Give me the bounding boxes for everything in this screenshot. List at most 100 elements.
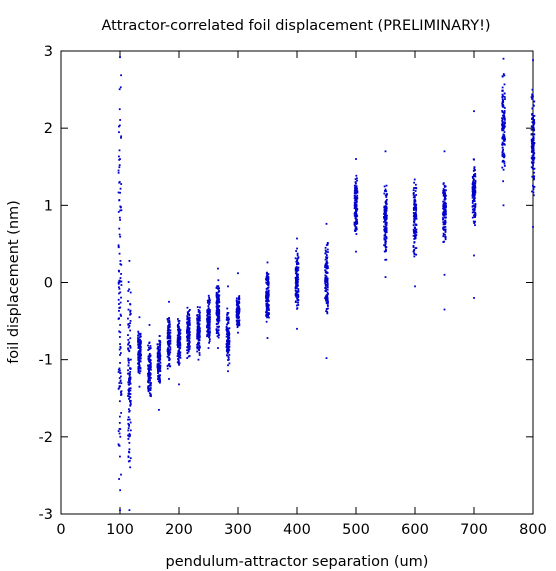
data-point [226,345,229,348]
data-point [532,176,535,179]
data-point [149,366,152,369]
data-point [531,113,533,115]
data-point [296,252,299,255]
data-point [167,353,170,356]
data-point [324,252,327,255]
data-point [325,222,328,225]
data-point [474,224,476,226]
data-point [207,294,210,297]
data-point [474,179,477,182]
data-point [148,342,151,345]
data-point [226,317,229,320]
data-point [236,312,239,315]
data-point [119,291,122,294]
data-point [127,460,130,463]
data-point [501,117,503,120]
data-point [502,101,505,104]
data-point [119,375,122,378]
data-point [354,230,357,232]
data-point [445,202,447,205]
data-point [503,139,506,142]
data-point [157,356,160,359]
data-point [474,211,477,214]
data-point [158,342,161,345]
data-point [227,344,230,347]
data-point [167,348,170,350]
data-point [412,246,415,248]
data-point [179,341,182,344]
data-point [532,159,535,162]
data-point [228,349,231,352]
data-point [353,189,356,192]
data-point [267,303,270,306]
data-point [127,434,130,437]
data-point [196,306,199,308]
data-point [414,199,417,202]
data-point [207,310,210,313]
data-point [138,385,141,388]
data-point [178,335,181,338]
data-point [215,286,218,289]
data-point [227,285,229,288]
data-point [383,192,386,195]
data-point [501,111,504,113]
data-point [199,306,201,309]
data-point [531,94,534,97]
data-point [532,125,534,128]
data-point [157,349,160,351]
data-point [118,287,121,290]
data-point [209,330,211,333]
data-point [148,348,151,351]
data-point [326,279,329,282]
data-point [354,192,357,195]
data-point [149,363,152,366]
data-point [442,205,445,208]
data-point [166,355,169,358]
data-point [216,314,218,316]
data-point [118,88,121,91]
data-point [355,174,358,177]
data-point [444,223,446,225]
data-point [473,158,475,161]
data-point [442,223,445,226]
data-point [218,298,220,301]
data-point [385,190,388,193]
data-point [118,149,121,152]
data-point [503,83,506,86]
data-point [167,320,169,323]
data-point [128,424,130,427]
data-point [216,325,219,328]
data-point [139,360,142,363]
data-point [216,315,219,318]
data-point [355,186,358,188]
data-point [355,221,357,224]
data-point [443,208,445,211]
data-point [216,297,219,300]
data-point [228,343,231,346]
data-point [383,238,386,241]
data-point [531,137,534,140]
data-point [177,361,179,364]
data-point [149,382,152,385]
data-point [128,341,131,344]
data-point [196,319,199,322]
data-point [415,194,418,196]
data-point [129,329,132,332]
data-point [384,250,387,253]
data-point [119,86,122,89]
data-point [267,289,270,292]
data-point [474,184,477,187]
data-point [267,293,270,296]
data-point [227,356,230,359]
data-point [127,334,129,336]
data-point [207,317,210,320]
data-point [265,294,267,297]
data-point [138,336,141,339]
data-point [138,316,141,319]
data-point [196,346,198,349]
data-point [356,190,359,192]
data-point [215,328,218,331]
data-point [128,325,131,327]
data-point [208,322,211,324]
data-point [412,228,415,231]
